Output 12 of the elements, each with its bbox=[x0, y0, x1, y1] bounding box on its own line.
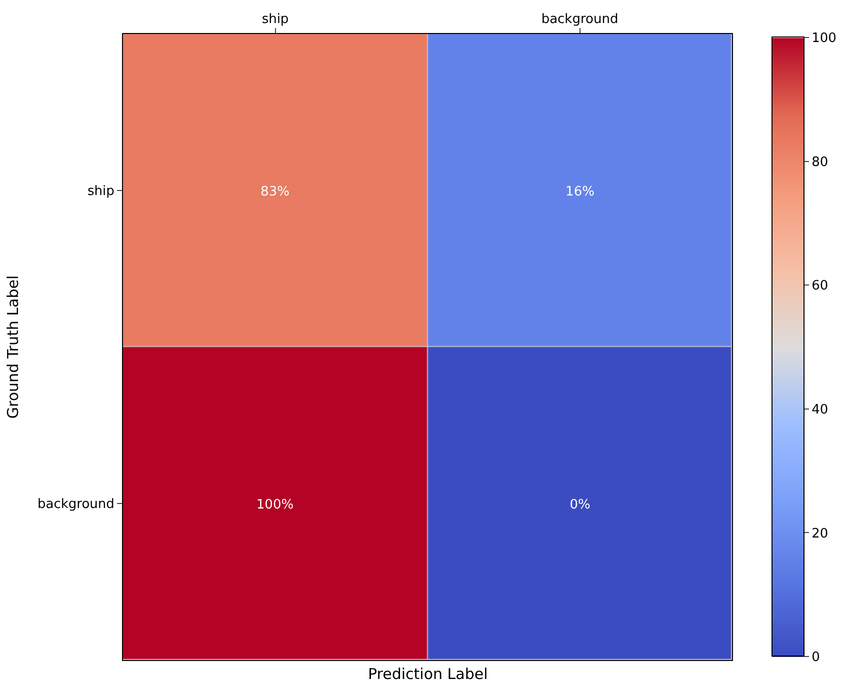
data-label: 83% bbox=[260, 184, 290, 200]
color-bar-label: 100 bbox=[812, 31, 836, 46]
color-bar-label: 0 bbox=[812, 650, 820, 666]
color-bar-label: 40 bbox=[812, 402, 828, 418]
y-axis-title: Ground Truth Label bbox=[4, 275, 22, 419]
data-label: 0% bbox=[570, 498, 590, 513]
color-bar-label: 20 bbox=[812, 526, 828, 542]
color-bar-label: 80 bbox=[812, 154, 828, 170]
x-axis-title: Prediction Label bbox=[368, 665, 488, 683]
data-label: 100% bbox=[256, 498, 294, 513]
data-label: 16% bbox=[566, 184, 594, 200]
color-bar-label: 60 bbox=[812, 278, 828, 294]
